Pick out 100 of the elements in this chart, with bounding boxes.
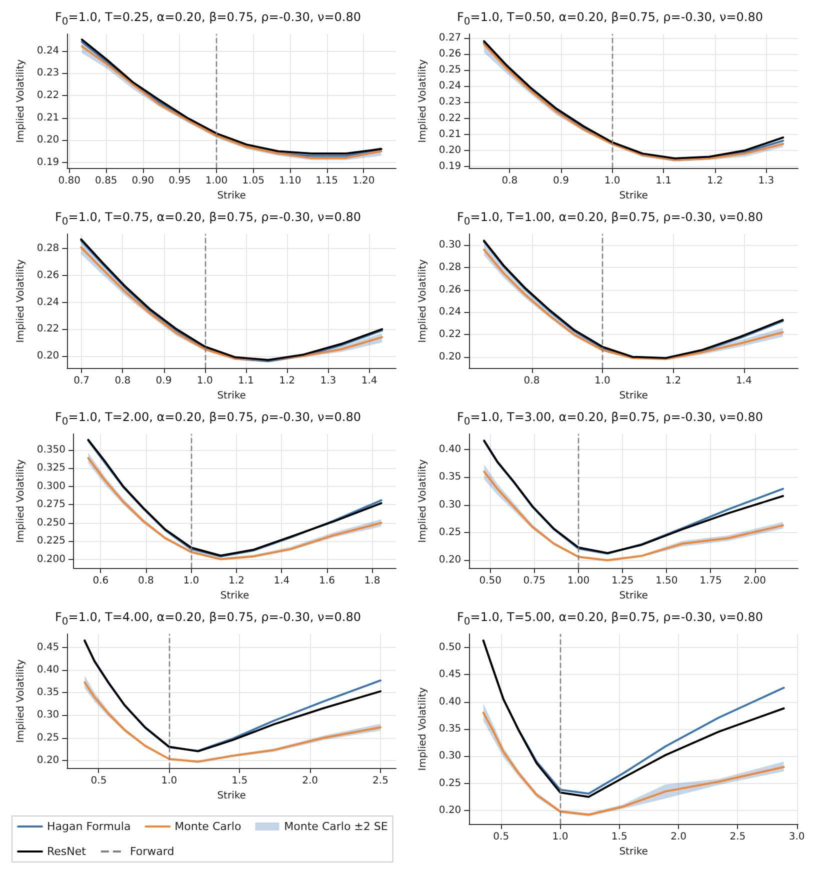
y-tick-label: 0.27 <box>438 32 462 44</box>
y-tick-label: 0.24 <box>438 306 462 318</box>
y-tick-label: 0.23 <box>438 96 462 108</box>
y-tick-label: 0.25 <box>438 527 462 538</box>
y-tick-label: 0.30 <box>438 240 462 251</box>
y-tick-label: 0.25 <box>438 64 462 76</box>
x-tick-label: 0.8 <box>114 376 131 386</box>
x-tick-label: 1.00 <box>205 176 228 186</box>
x-tick-label: 1.3 <box>758 176 774 186</box>
y-tick-label: 0.19 <box>438 160 462 172</box>
x-tick-label: 1.75 <box>700 576 722 586</box>
x-tick-label: 0.90 <box>132 176 154 186</box>
x-tick-label: 1.0 <box>196 376 213 386</box>
y-tick-label: 0.45 <box>36 642 60 654</box>
x-axis-title: Strike <box>619 590 648 602</box>
x-tick-label: 0.8 <box>524 376 540 386</box>
y-tick-label: 0.30 <box>438 499 462 510</box>
y-tick-label: 0.40 <box>438 696 462 708</box>
x-tick-label: 2.5 <box>372 776 388 786</box>
legend-label: Hagan Formula <box>47 820 131 833</box>
x-tick-label: 1.6 <box>319 576 335 586</box>
y-tick-label: 0.25 <box>36 732 60 744</box>
y-tick-label: 0.21 <box>438 128 462 140</box>
y-tick-label: 0.300 <box>36 480 66 492</box>
x-tick-label: 1.20 <box>352 176 375 186</box>
y-tick-label: 0.20 <box>36 350 60 362</box>
x-tick-label: 1.50 <box>656 576 678 586</box>
y-tick-label: 0.26 <box>36 270 60 282</box>
x-tick-label: 0.7 <box>74 376 90 386</box>
y-tick-label: 0.35 <box>438 472 462 483</box>
y-tick-label: 0.26 <box>438 48 462 60</box>
x-tick-label: 0.5 <box>90 776 107 786</box>
chart-title: F$_{0}$=1.0, T=3.00, α=0.20, β=0.75, ρ=-0.30, ν=0.80 <box>456 409 764 428</box>
x-tick-label: 1.00 <box>567 576 590 586</box>
y-tick-label: 0.200 <box>36 554 66 565</box>
chart-title: F$_{0}$=1.0, T=2.00, α=0.20, β=0.75, ρ=-0.30, ν=0.80 <box>54 409 362 428</box>
y-tick-label: 0.20 <box>438 554 462 566</box>
y-axis-title: Implied Volatility <box>16 459 26 543</box>
x-axis-title: Strike <box>217 390 246 402</box>
y-tick-label: 0.275 <box>36 499 66 510</box>
x-tick-label: 2.0 <box>670 832 686 842</box>
x-tick-label: 0.9 <box>553 176 569 186</box>
chart-title: F$_{0}$=1.0, T=1.00, α=0.20, β=0.75, ρ=-0.30, ν=0.80 <box>456 209 764 228</box>
y-tick-label: 0.250 <box>36 517 66 528</box>
x-tick-label: 0.8 <box>502 176 518 186</box>
text: Monte Carlo ±2 SE <box>284 820 388 833</box>
x-tick-label: 1.3 <box>320 376 336 386</box>
y-tick-label: 0.225 <box>36 536 66 547</box>
y-tick-label: 0.22 <box>438 329 462 340</box>
x-tick-label: 1.4 <box>274 576 290 586</box>
y-tick-label: 0.22 <box>438 112 462 124</box>
x-tick-label: 1.0 <box>183 576 200 586</box>
x-tick-label: 1.25 <box>611 576 634 586</box>
x-tick-label: 1.4 <box>361 376 378 386</box>
x-tick-label: 1.5 <box>611 832 628 842</box>
y-tick-label: 0.40 <box>36 664 60 676</box>
y-tick-label: 0.19 <box>36 156 60 168</box>
y-tick-label: 0.50 <box>438 642 462 654</box>
x-axis-title: Strike <box>619 190 648 202</box>
y-tick-label: 0.24 <box>36 296 60 308</box>
y-tick-label: 0.30 <box>36 710 60 721</box>
x-tick-label: 0.95 <box>168 176 191 186</box>
legend-label: ResNet <box>47 845 87 858</box>
y-tick-label: 0.350 <box>36 444 66 456</box>
x-tick-label: 0.9 <box>156 376 172 386</box>
x-tick-label: 1.1 <box>656 176 672 186</box>
x-axis-title: Strike <box>220 590 250 602</box>
x-tick-label: 0.5 <box>493 832 510 842</box>
y-tick-label: 0.28 <box>438 262 462 273</box>
y-tick-label: 0.325 <box>36 462 66 474</box>
y-tick-label: 0.24 <box>438 80 462 92</box>
legend-label: Forward <box>130 845 174 858</box>
chart-title: F$_{0}$=1.0, T=0.75, α=0.20, β=0.75, ρ=-0.30, ν=0.80 <box>54 209 362 228</box>
x-tick-label: 1.0 <box>161 776 178 786</box>
x-tick-label: 1.0 <box>552 832 568 842</box>
chart-title: F$_{0}$=1.0, T=5.00, α=0.20, β=0.75, ρ=-0.30, ν=0.80 <box>456 609 764 628</box>
y-axis-title: Implied Volatility <box>16 59 26 143</box>
x-tick-label: 1.2 <box>665 376 682 386</box>
x-tick-label: 2.00 <box>744 576 766 586</box>
x-tick-label: 2.0 <box>302 776 318 786</box>
y-axis-title: Implied Volatility <box>16 259 26 343</box>
y-tick-label: 0.20 <box>438 804 462 816</box>
x-tick-label: 1.8 <box>364 576 380 586</box>
y-tick-label: 0.20 <box>36 754 60 766</box>
x-tick-label: 1.2 <box>228 576 244 586</box>
x-tick-label: 0.80 <box>58 176 81 186</box>
y-tick-label: 0.28 <box>36 243 60 254</box>
x-axis-title: Strike <box>217 190 246 202</box>
x-tick-label: 1.5 <box>232 776 248 786</box>
x-tick-label: 1.15 <box>316 176 338 186</box>
y-axis-title: Implied Volatility <box>418 459 428 543</box>
chart-title: F$_{0}$=1.0, T=0.25, α=0.20, β=0.75, ρ=-0.30, ν=0.80 <box>54 9 362 28</box>
x-tick-label: 1.0 <box>594 376 610 386</box>
y-tick-label: 0.26 <box>438 284 462 296</box>
y-tick-label: 0.35 <box>36 687 60 698</box>
x-axis-title: Strike <box>217 790 246 802</box>
y-axis-title: Implied Volatility <box>16 659 26 743</box>
y-axis-title: Implied Volatility <box>418 259 428 343</box>
x-tick-label: 1.4 <box>736 376 752 386</box>
x-tick-label: 3.0 <box>788 832 805 842</box>
